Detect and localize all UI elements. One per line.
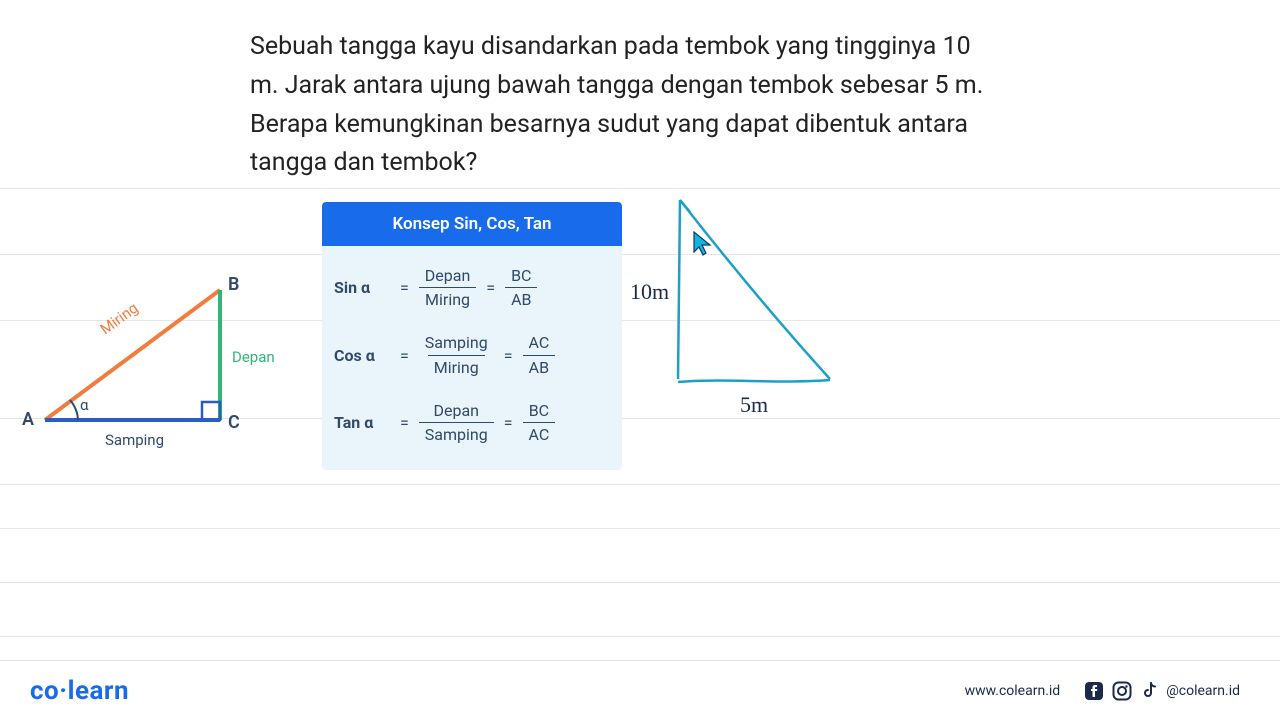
reference-triangle: A B C Miring Depan Samping α (10, 270, 300, 470)
formula-tan: Tan α = DepanSamping = BCAC (334, 401, 610, 444)
label-10m: 10m (630, 279, 669, 304)
vertex-b: B (228, 274, 239, 295)
label-miring: Miring (97, 299, 142, 338)
label-5m: 5m (740, 392, 768, 417)
problem-triangle: 10m 5m (620, 194, 870, 424)
label-alpha: α (80, 396, 89, 414)
footer: co·learn www.colearn.id @colearn.id (0, 660, 1280, 720)
label-depan: Depan (232, 348, 275, 366)
vertex-c: C (228, 412, 240, 433)
question-text: Sebuah tangga kayu disandarkan pada temb… (250, 28, 990, 183)
facebook-icon (1084, 681, 1104, 701)
label-samping: Samping (105, 431, 164, 449)
tiktok-icon (1140, 681, 1158, 701)
instagram-icon (1112, 681, 1132, 701)
formula-sin: Sin α = DepanMiring = BCAB (334, 266, 610, 309)
formula-cos: Cos α = SampingMiring = ACAB (334, 333, 610, 376)
footer-url: www.colearn.id (965, 683, 1061, 699)
concept-body: Sin α = DepanMiring = BCAB Cos α = Sampi… (322, 246, 622, 470)
concept-title: Konsep Sin, Cos, Tan (322, 202, 622, 246)
social-handle: @colearn.id (1166, 683, 1240, 699)
concept-box: Konsep Sin, Cos, Tan Sin α = DepanMiring… (322, 202, 622, 470)
brand-logo: co·learn (30, 676, 129, 706)
vertex-a: A (22, 409, 34, 430)
social-icons: @colearn.id (1084, 681, 1240, 701)
cursor-icon (692, 230, 714, 256)
